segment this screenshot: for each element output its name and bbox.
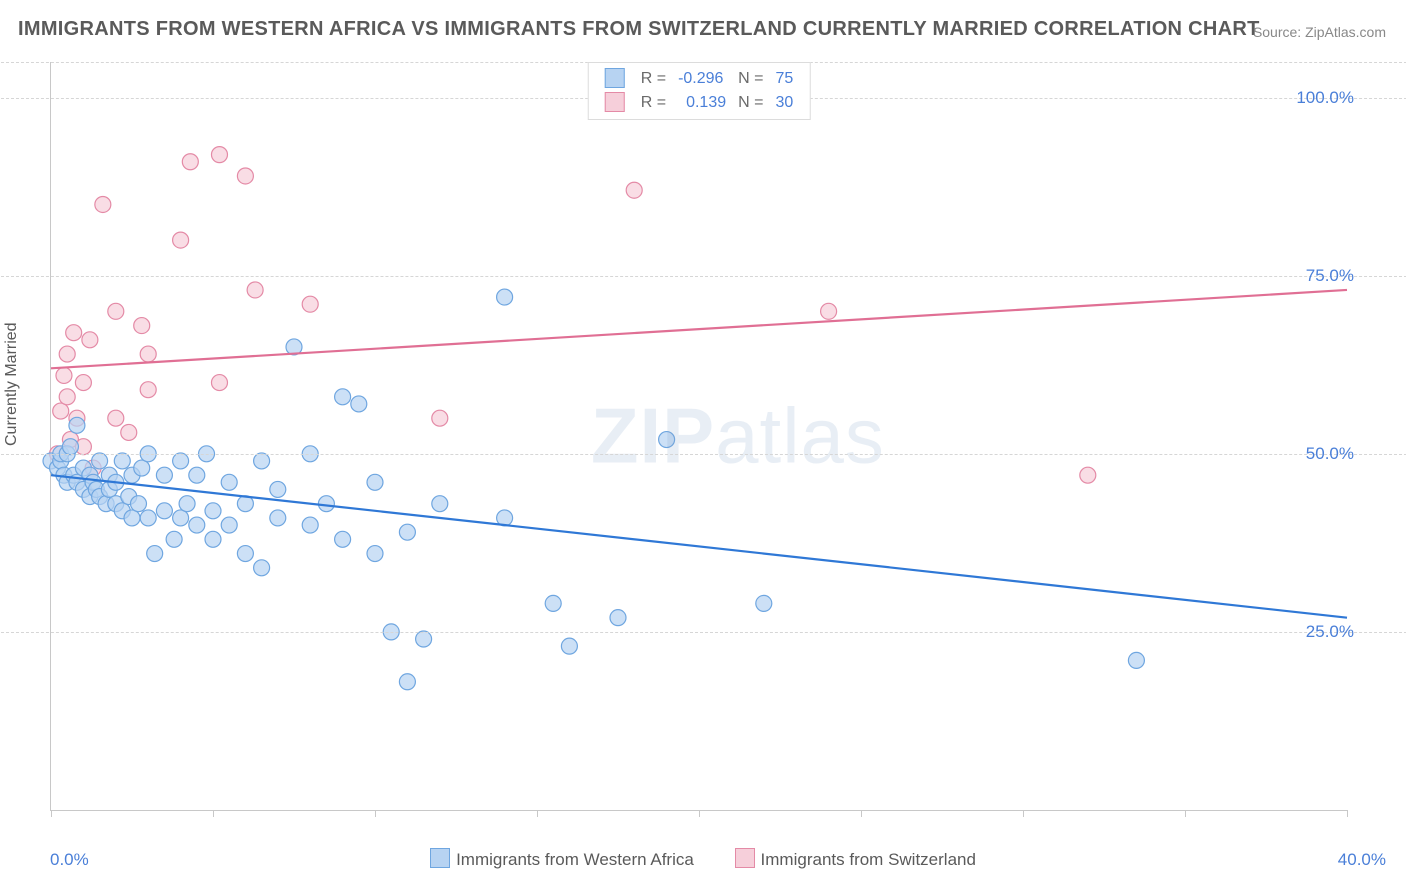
legend-N-value-1: 75: [769, 67, 799, 91]
chart-plot-area: R = -0.296 N = 75 R = 0.139 N = 30 ZIPat…: [50, 62, 1347, 811]
legend-swatch-blue: [430, 848, 450, 868]
legend-R-value-2: 0.139: [672, 91, 732, 115]
legend-N-label: N =: [732, 67, 769, 91]
legend-R-label: R =: [635, 91, 672, 115]
correlation-legend: R = -0.296 N = 75 R = 0.139 N = 30: [588, 62, 811, 120]
source-label: Source: ZipAtlas.com: [1253, 24, 1386, 40]
scatter-plot-svg: [51, 62, 1347, 810]
legend-item-2: Immigrants from Switzerland: [735, 848, 976, 870]
legend-row-series2: R = 0.139 N = 30: [599, 91, 800, 115]
legend-swatch-pink: [605, 92, 625, 112]
x-tick-label: 0.0%: [50, 850, 89, 870]
y-axis-label: Currently Married: [3, 322, 21, 446]
y-tick-label: 25.0%: [1306, 622, 1354, 642]
legend-N-value-2: 30: [769, 91, 799, 115]
legend-item-1: Immigrants from Western Africa: [430, 848, 694, 870]
y-tick-label: 100.0%: [1296, 88, 1354, 108]
chart-title: IMMIGRANTS FROM WESTERN AFRICA VS IMMIGR…: [18, 18, 1260, 41]
legend-R-value-1: -0.296: [672, 67, 732, 91]
legend-label-2: Immigrants from Switzerland: [761, 850, 976, 869]
legend-row-series1: R = -0.296 N = 75: [599, 67, 800, 91]
legend-swatch-pink: [735, 848, 755, 868]
series-legend: Immigrants from Western Africa Immigrant…: [0, 848, 1406, 870]
x-tick-label: 40.0%: [1338, 850, 1386, 870]
legend-N-label: N =: [732, 91, 769, 115]
y-tick-label: 75.0%: [1306, 266, 1354, 286]
y-tick-label: 50.0%: [1306, 444, 1354, 464]
legend-label-1: Immigrants from Western Africa: [456, 850, 694, 869]
legend-R-label: R =: [635, 67, 672, 91]
legend-swatch-blue: [605, 68, 625, 88]
